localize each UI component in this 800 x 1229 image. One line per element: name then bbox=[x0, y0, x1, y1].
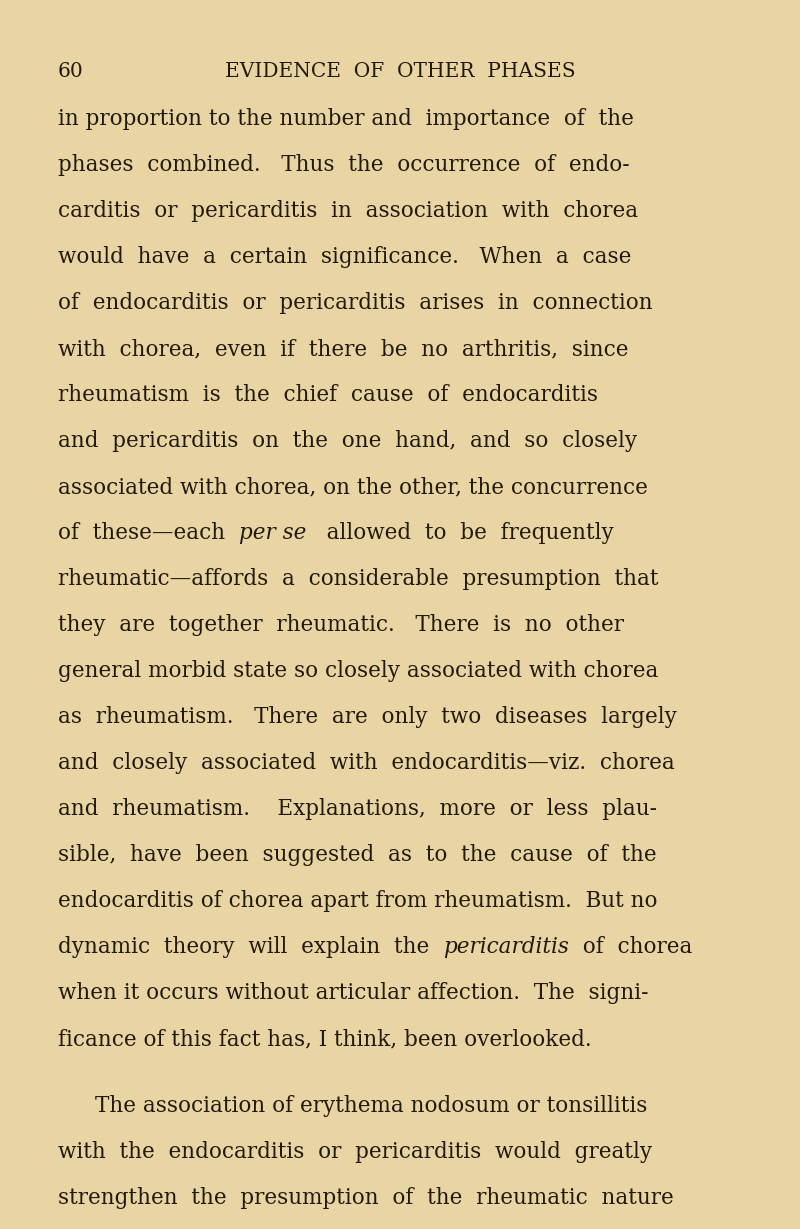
Text: rheumatic—affords  a  considerable  presumption  that: rheumatic—affords a considerable presump… bbox=[58, 568, 658, 590]
Text: of  these—each: of these—each bbox=[58, 522, 239, 544]
Text: dynamic  theory  will  explain  the: dynamic theory will explain the bbox=[58, 936, 443, 957]
Text: general morbid state so closely associated with chorea: general morbid state so closely associat… bbox=[58, 660, 658, 682]
Text: sible,  have  been  suggested  as  to  the  cause  of  the: sible, have been suggested as to the cau… bbox=[58, 844, 657, 866]
Text: as  rheumatism.   There  are  only  two  diseases  largely: as rheumatism. There are only two diseas… bbox=[58, 705, 677, 728]
Text: carditis  or  pericarditis  in  association  with  chorea: carditis or pericarditis in association … bbox=[58, 200, 638, 222]
Text: and  closely  associated  with  endocarditis—viz.  chorea: and closely associated with endocarditis… bbox=[58, 752, 674, 774]
Text: would  have  a  certain  significance.   When  a  case: would have a certain significance. When … bbox=[58, 246, 631, 268]
Text: ficance of this fact has, I think, been overlooked.: ficance of this fact has, I think, been … bbox=[58, 1027, 592, 1050]
Text: The association of erythema nodosum or tonsillitis: The association of erythema nodosum or t… bbox=[95, 1095, 647, 1117]
Text: associated with chorea, on the other, the concurrence: associated with chorea, on the other, th… bbox=[58, 476, 648, 498]
Text: phases  combined.   Thus  the  occurrence  of  endo-: phases combined. Thus the occurrence of … bbox=[58, 154, 630, 176]
Text: strengthen  the  presumption  of  the  rheumatic  nature: strengthen the presumption of the rheuma… bbox=[58, 1187, 674, 1208]
Text: pericarditis: pericarditis bbox=[443, 936, 569, 957]
Text: of  chorea: of chorea bbox=[569, 936, 692, 957]
Text: EVIDENCE  OF  OTHER  PHASES: EVIDENCE OF OTHER PHASES bbox=[225, 61, 575, 81]
Text: per se: per se bbox=[239, 522, 306, 544]
Text: and  rheumatism.    Explanations,  more  or  less  plau-: and rheumatism. Explanations, more or le… bbox=[58, 798, 657, 820]
Text: of  endocarditis  or  pericarditis  arises  in  connection: of endocarditis or pericarditis arises i… bbox=[58, 293, 653, 313]
Text: they  are  together  rheumatic.   There  is  no  other: they are together rheumatic. There is no… bbox=[58, 614, 624, 635]
Text: allowed  to  be  frequently: allowed to be frequently bbox=[306, 522, 614, 544]
Text: 60: 60 bbox=[58, 61, 84, 81]
Text: in proportion to the number and  importance  of  the: in proportion to the number and importan… bbox=[58, 108, 634, 130]
Text: and  pericarditis  on  the  one  hand,  and  so  closely: and pericarditis on the one hand, and so… bbox=[58, 430, 637, 452]
Text: when it occurs without articular affection.  The  signi-: when it occurs without articular affecti… bbox=[58, 982, 649, 1004]
Text: with  the  endocarditis  or  pericarditis  would  greatly: with the endocarditis or pericarditis wo… bbox=[58, 1141, 652, 1163]
Text: rheumatism  is  the  chief  cause  of  endocarditis: rheumatism is the chief cause of endocar… bbox=[58, 383, 598, 406]
Text: endocarditis of chorea apart from rheumatism.  But no: endocarditis of chorea apart from rheuma… bbox=[58, 890, 658, 912]
Text: with  chorea,  even  if  there  be  no  arthritis,  since: with chorea, even if there be no arthrit… bbox=[58, 338, 629, 360]
